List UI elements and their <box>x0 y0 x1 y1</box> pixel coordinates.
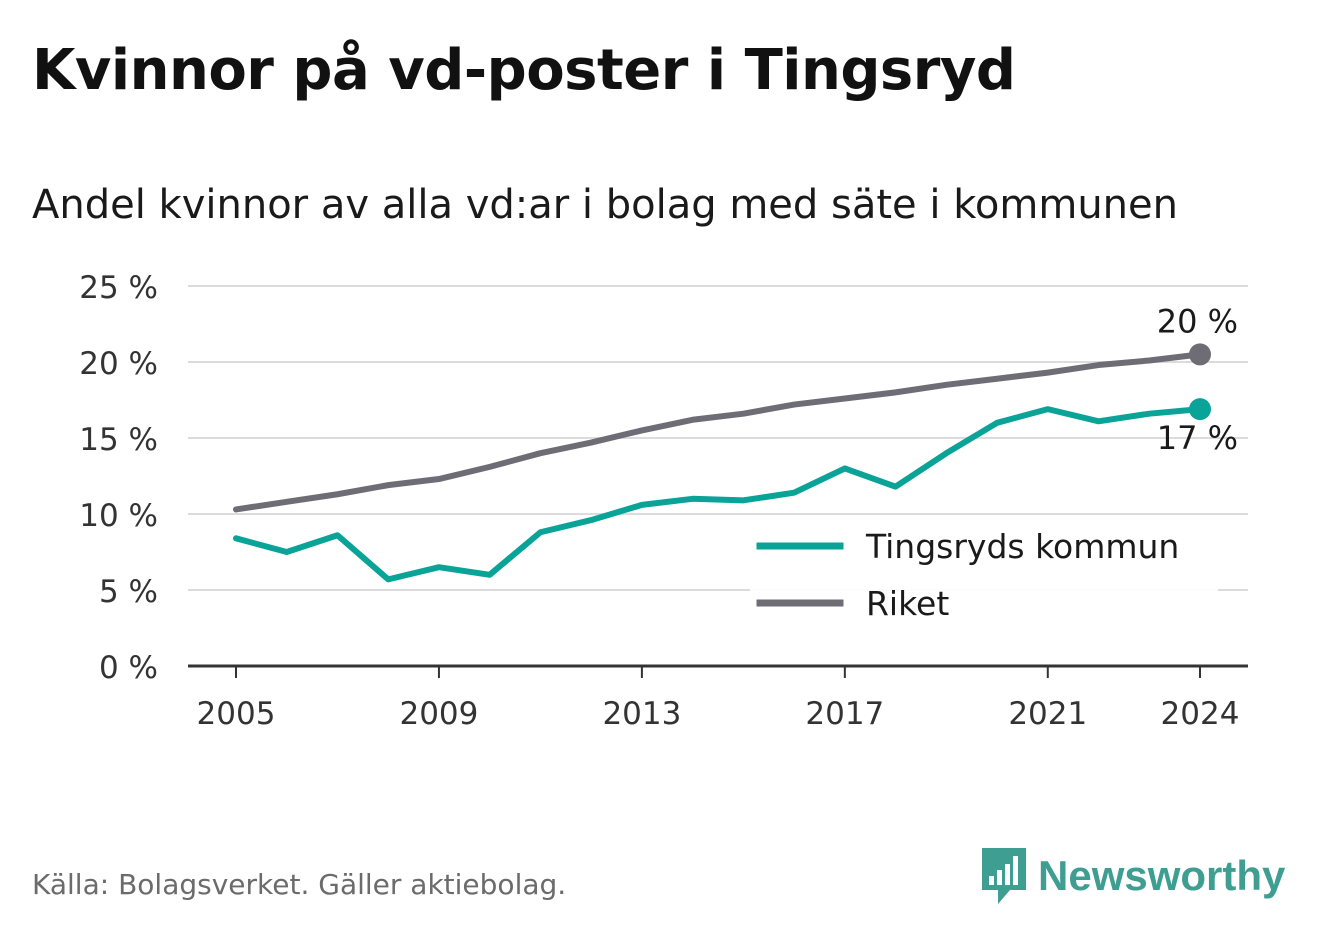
x-tick-label: 2013 <box>602 696 681 732</box>
x-tick-label: 2009 <box>399 696 478 732</box>
legend-background <box>750 516 1218 628</box>
y-tick-label: 10 % <box>79 498 158 534</box>
brand-name: Newsworthy <box>1038 852 1286 899</box>
line-chart: 0 %5 %10 %15 %20 %25 % 2005 2009 2013 2017 2… <box>79 270 1248 732</box>
legend-label: Tingsryds kommun <box>865 527 1179 566</box>
series-line <box>233 406 1203 583</box>
x-tick-label: 2024 <box>1161 696 1240 732</box>
chart-subtitle: Andel kvinnor av alla vd:ar i bolag med … <box>32 182 1178 228</box>
brand-logo: Newsworthy <box>980 846 1285 906</box>
series-end-marker <box>1189 398 1211 421</box>
series-end-label: 17 % <box>1157 419 1238 457</box>
legend: Tingsryds kommun Riket <box>750 516 1218 628</box>
y-tick-label: 20 % <box>79 346 158 382</box>
source-note: Källa: Bolagsverket. Gäller aktiebolag. <box>32 868 567 901</box>
y-tick-label: 25 % <box>79 270 158 306</box>
series-line <box>233 351 1203 513</box>
y-tick-label: 5 % <box>99 574 158 610</box>
x-tick-label: 2005 <box>197 696 276 732</box>
gridlines <box>188 285 1248 591</box>
x-axis: 2005 2009 2013 2017 2021 2024 <box>188 664 1248 732</box>
x-tick-label: 2021 <box>1008 696 1087 732</box>
chart-title: Kvinnor på vd-poster i Tingsryd <box>32 38 1016 103</box>
y-axis: 0 % 5 % 10 % 15 % 20 % 25 % <box>79 270 158 686</box>
series-end-label: 20 % <box>1157 302 1238 340</box>
series-end-markers: 17 % 20 % <box>1157 302 1238 457</box>
x-tick-label: 2017 <box>805 696 884 732</box>
y-tick-label: 15 % <box>79 422 158 458</box>
series-end-marker <box>1189 343 1211 366</box>
series-lines <box>233 351 1203 583</box>
legend-label: Riket <box>866 584 949 623</box>
newsworthy-logo-icon <box>982 848 1026 904</box>
y-tick-label: 0 % <box>99 650 158 686</box>
